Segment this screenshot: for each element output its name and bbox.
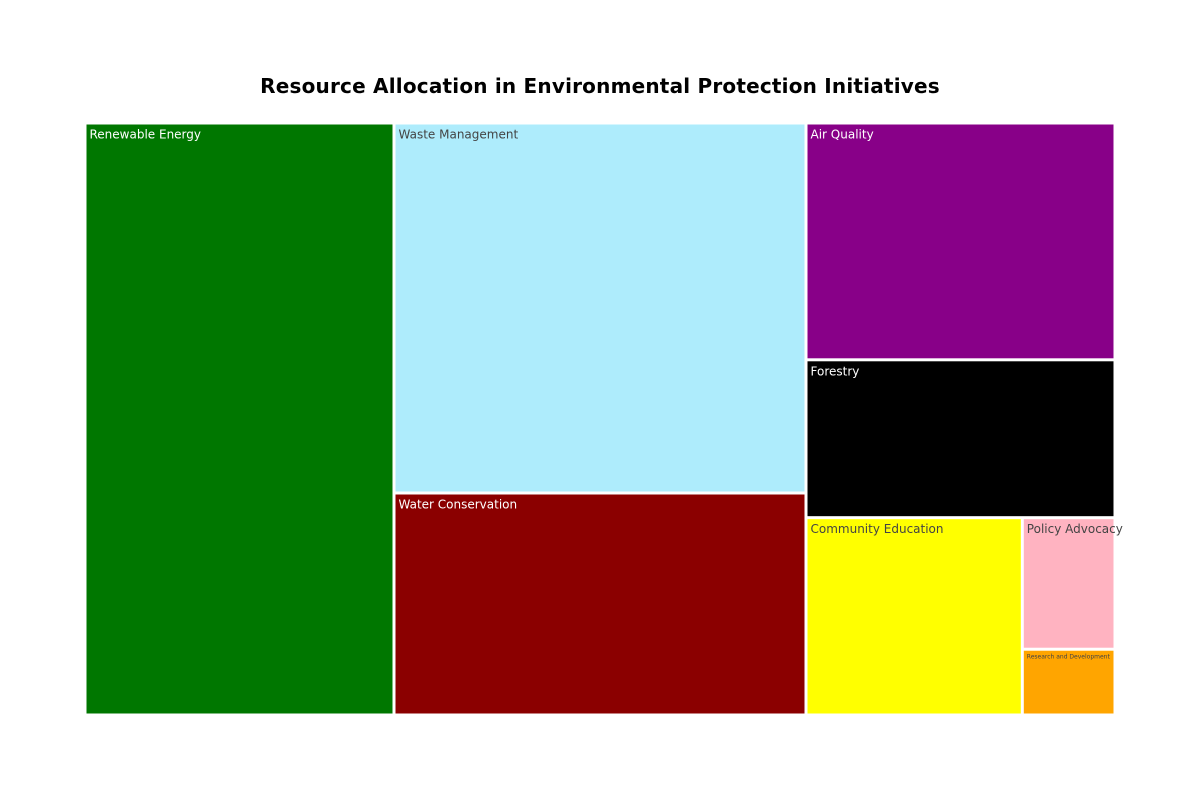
tile-label-community-education: Community Education xyxy=(811,522,944,536)
tile-rect-renewable-energy xyxy=(86,124,393,714)
tile-label-forestry: Forestry xyxy=(811,364,860,378)
tile-forestry: Forestry xyxy=(807,361,1114,517)
tile-renewable-energy: Renewable Energy xyxy=(86,124,393,714)
tile-label-policy-advocacy: Policy Advocacy xyxy=(1027,522,1123,536)
tile-community-education: Community Education xyxy=(807,519,1021,714)
tile-rect-policy-advocacy xyxy=(1023,519,1114,648)
tile-air-quality: Air Quality xyxy=(807,124,1114,359)
tile-water-conservation: Water Conservation xyxy=(395,494,805,714)
tile-label-water-conservation: Water Conservation xyxy=(399,498,518,512)
tile-rect-water-conservation xyxy=(395,494,805,714)
tile-label-renewable-energy: Renewable Energy xyxy=(90,128,202,142)
tile-rect-forestry xyxy=(807,361,1114,517)
tile-rect-waste-management xyxy=(395,124,805,492)
tile-rect-community-education xyxy=(807,519,1021,714)
chart-title: Resource Allocation in Environmental Pro… xyxy=(260,74,940,98)
tile-label-air-quality: Air Quality xyxy=(811,128,874,142)
tile-label-research-and-development: Research and Development xyxy=(1027,654,1111,661)
tile-rect-air-quality xyxy=(807,124,1114,359)
tile-waste-management: Waste Management xyxy=(395,124,805,492)
tile-policy-advocacy: Policy Advocacy xyxy=(1023,519,1123,648)
tile-research-and-development: Research and Development xyxy=(1023,650,1114,714)
tile-rect-research-and-development xyxy=(1023,650,1114,714)
tile-label-waste-management: Waste Management xyxy=(399,128,519,142)
